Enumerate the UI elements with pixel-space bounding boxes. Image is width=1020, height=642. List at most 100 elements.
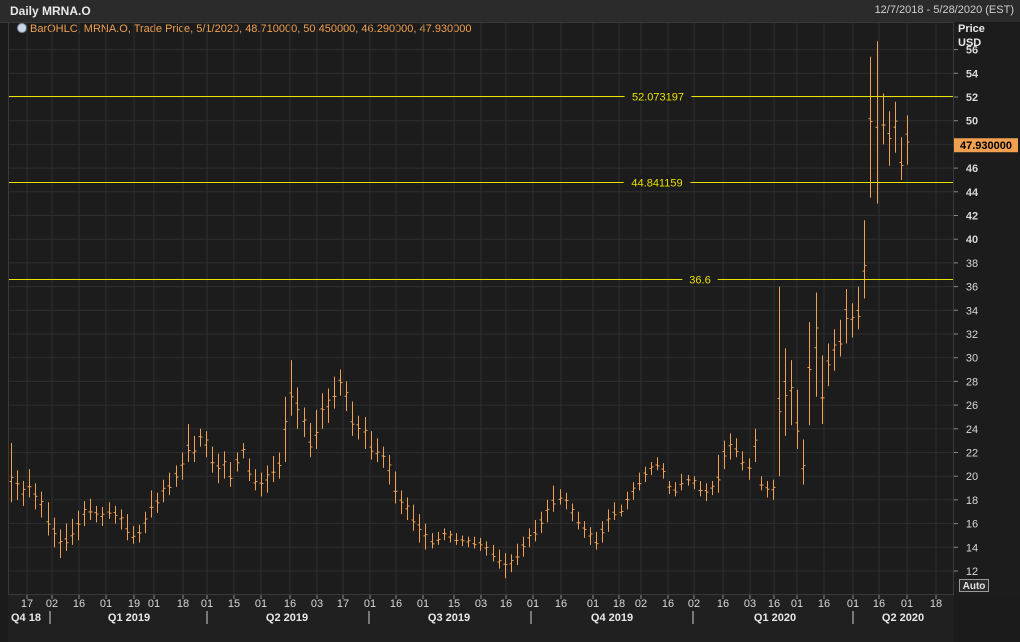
ohlc-bar (692, 476, 697, 490)
ohlc-bar (326, 388, 331, 423)
ohlc-bar (216, 453, 221, 484)
ohlc-bar (265, 465, 270, 493)
ohlc-bar (515, 543, 520, 566)
ohlc-bar (582, 521, 587, 538)
ohlc-bar (899, 137, 904, 180)
x-tick-label: 15 (228, 598, 240, 610)
ohlc-bar (673, 482, 678, 497)
ohlc-bar (844, 288, 849, 344)
ohlc-bar (771, 479, 776, 500)
ohlc-bar (198, 428, 203, 447)
ohlc-bar (82, 501, 87, 526)
x-tick-label: 01 (417, 598, 429, 610)
ohlc-bar (820, 355, 825, 425)
ohlc-bar (655, 457, 660, 471)
ohlc-bar (905, 115, 910, 165)
ohlc-bar (509, 554, 514, 573)
x-tick-label: 16 (390, 598, 402, 610)
ohlc-bar (113, 505, 118, 524)
y-tick-label: 52 (966, 92, 978, 104)
x-tick-label: 01 (791, 598, 803, 610)
ohlc-bar (436, 531, 441, 545)
ohlc-bar (625, 491, 630, 510)
ohlc-bar (137, 524, 142, 543)
ohlc-bar (868, 56, 873, 198)
x-tick-label: 16 (662, 598, 674, 610)
ohlc-bar (100, 507, 105, 526)
x-tick-label: 03 (744, 598, 756, 610)
ohlc-bar (454, 533, 459, 545)
ohlc-bar (381, 446, 386, 468)
ohlc-bar (710, 480, 715, 496)
ohlc-bar (161, 479, 166, 503)
y-tick-label: 28 (966, 376, 978, 388)
ohlc-bar (289, 360, 294, 416)
ohlc-bar (747, 458, 752, 480)
ohlc-bar (661, 463, 666, 479)
ohlc-bar (247, 458, 252, 481)
ohlc-bar (832, 329, 837, 371)
ohlc-bar (893, 101, 898, 153)
ohlc-bar (350, 401, 355, 436)
ohlc-bar (210, 446, 215, 473)
x-tick-label: 16 (768, 598, 780, 610)
x-tick-label: 16 (500, 598, 512, 610)
ohlc-bar (686, 475, 691, 486)
ohlc-bar (862, 220, 867, 299)
ohlc-bar (417, 514, 422, 543)
y-tick-label: 50 (966, 116, 978, 128)
chart-title: Daily MRNA.O (10, 4, 91, 18)
ohlc-bar (887, 111, 892, 166)
y-tick-label: 22 (966, 448, 978, 460)
ohlc-bar (472, 536, 477, 549)
ohlc-bar (52, 517, 57, 548)
ohlc-bar (856, 286, 861, 330)
ohlc-bar (777, 286, 782, 477)
ohlc-bar (545, 499, 550, 523)
ohlc-bar (259, 472, 264, 497)
x-tick-label: 02 (635, 598, 647, 610)
ohlc-bar (423, 523, 428, 550)
level-label: 52.073197 (632, 92, 684, 104)
x-tick-label: 17 (21, 598, 33, 610)
ohlc-bar (765, 480, 770, 498)
legend-text: BarOHLC, MRNA.O, Trade Price, 5/1/2020, … (30, 23, 472, 35)
y-tick-label: 30 (966, 353, 978, 365)
ohlc-bar (235, 452, 240, 472)
y-tick-label: 44 (966, 187, 979, 199)
x-tick-label: 01 (148, 598, 160, 610)
y-tick-label: 38 (966, 258, 978, 270)
ohlc-bar (503, 553, 508, 579)
ohlc-bar (180, 452, 185, 480)
price-axis[interactable] (954, 22, 1020, 595)
quarter-label: Q2 2020 (882, 612, 924, 624)
y-tick-label: 20 (966, 471, 978, 483)
ohlc-bar (576, 511, 581, 530)
date-range[interactable]: 12/7/2018 - 5/28/2020 (EST) (874, 4, 1014, 16)
ohlc-bar (277, 452, 282, 479)
level-label: 44.841159 (631, 178, 682, 190)
ohlc-bar (58, 529, 63, 558)
x-tick-label: 18 (930, 598, 942, 610)
ohlc-bar (387, 454, 392, 485)
ohlc-bar (558, 489, 563, 505)
ohlc-bar (204, 431, 209, 458)
x-tick-label: 01 (201, 598, 213, 610)
x-tick-label: 16 (717, 598, 729, 610)
auto-scale-button[interactable]: Auto (959, 579, 989, 592)
ohlc-bar (442, 528, 447, 541)
x-tick-label: 02 (46, 598, 58, 610)
time-axis[interactable] (8, 595, 954, 642)
ohlc-bar (302, 407, 307, 438)
y-tick-label: 18 (966, 495, 978, 507)
ohlc-bar (356, 415, 361, 440)
ohlc-bar (759, 476, 764, 491)
quarter-label: Q3 2019 (428, 612, 470, 624)
ohlc-bar (430, 533, 435, 549)
price-axis-label: Price (958, 23, 985, 35)
level-label-bg (682, 272, 718, 286)
ohlc-bar (740, 451, 745, 471)
ohlc-bar (192, 435, 197, 462)
ohlc-bar (107, 502, 112, 519)
